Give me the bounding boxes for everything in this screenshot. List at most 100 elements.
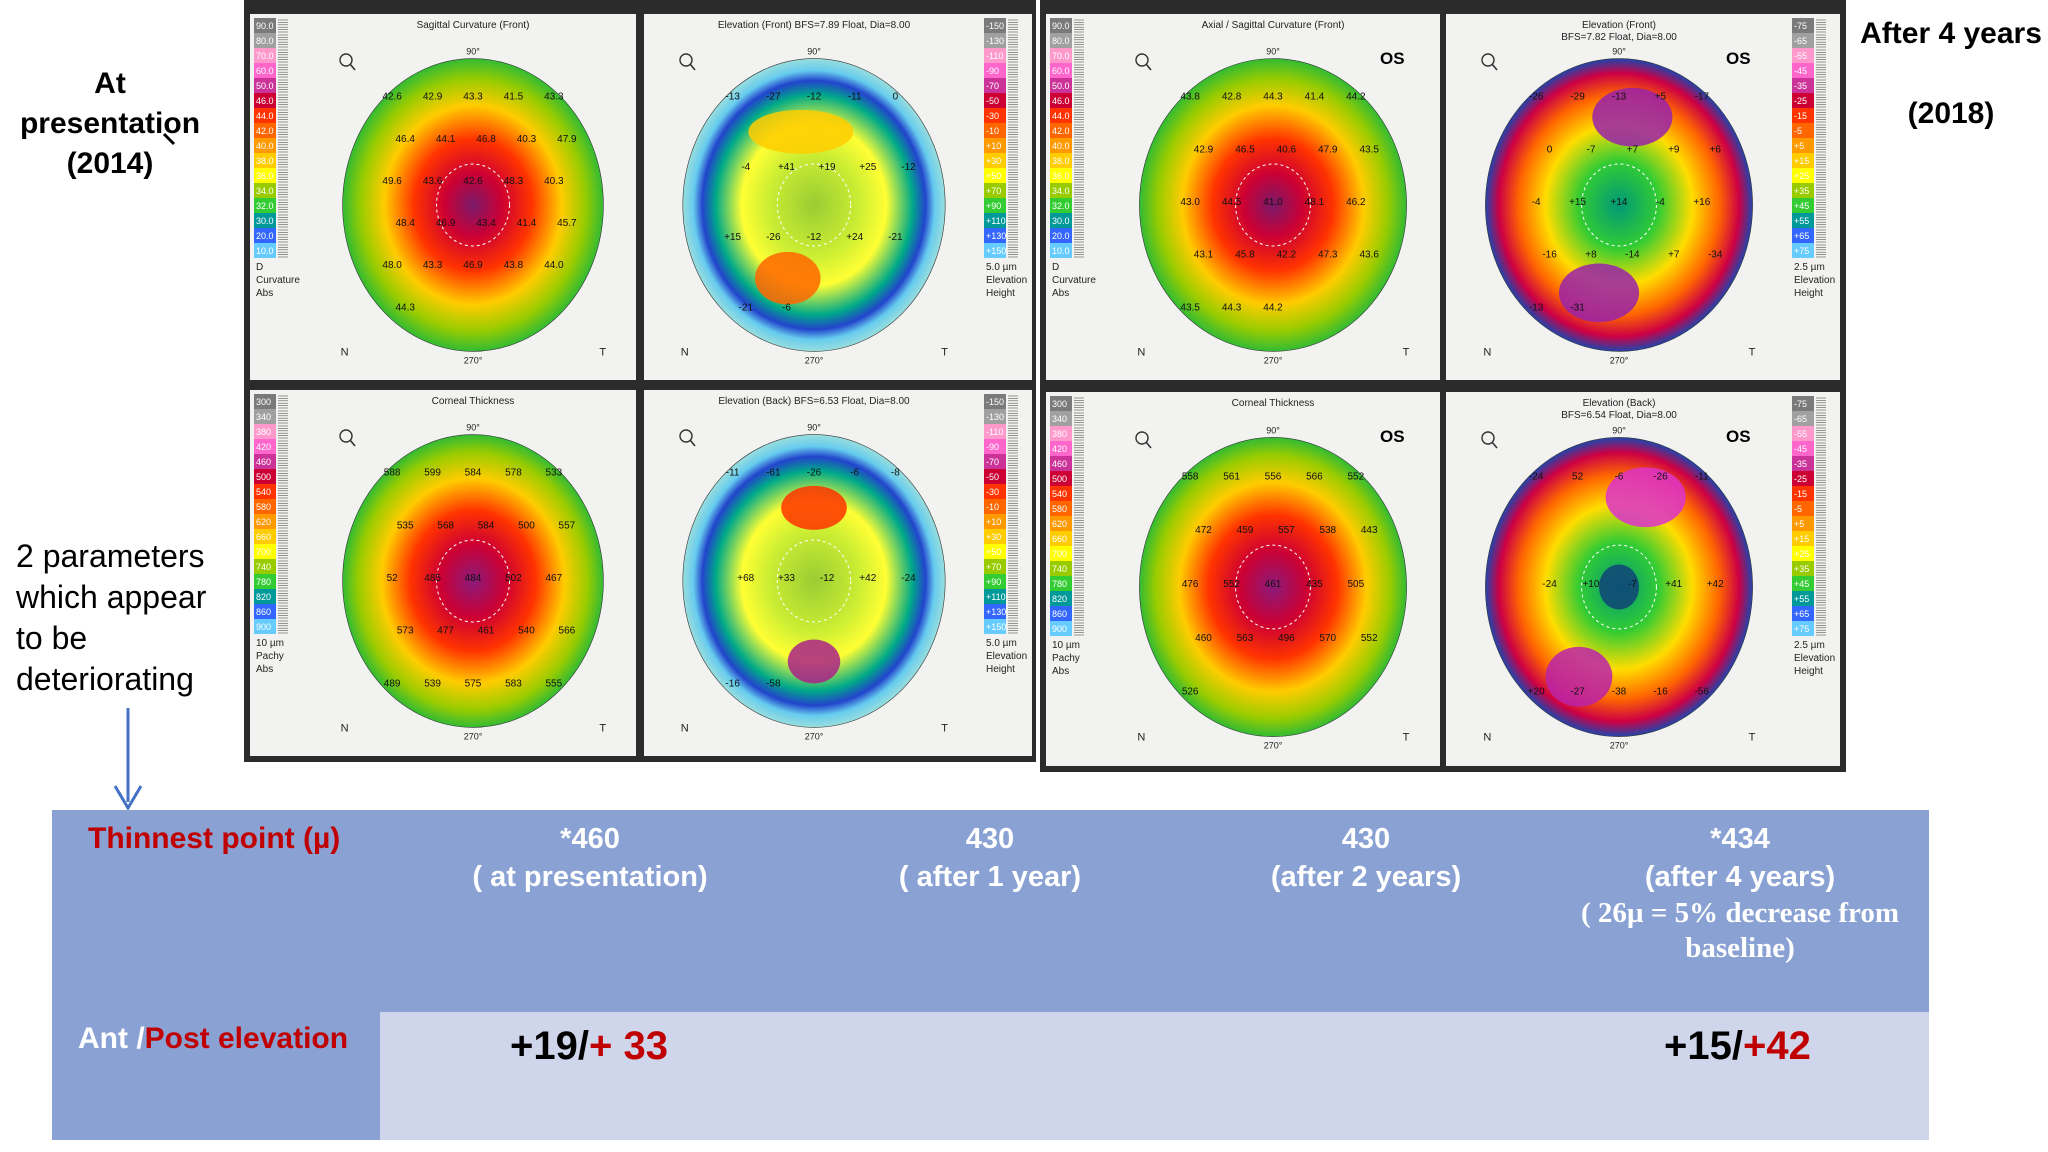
map-reading: -24 bbox=[901, 573, 916, 584]
magnifier-icon-handle bbox=[349, 439, 356, 447]
map-subtitle: BFS=6.54 Float, Dia=8.00 bbox=[1561, 410, 1677, 421]
scale-swatch bbox=[1792, 606, 1814, 621]
scale-swatch bbox=[1792, 243, 1814, 258]
map-reading: +20 bbox=[1528, 687, 1545, 698]
pupil-circle bbox=[435, 163, 511, 247]
scale-footer-label: Elevation bbox=[986, 275, 1027, 286]
scale-swatch bbox=[254, 168, 276, 183]
scale-tick-label: +30 bbox=[986, 532, 1001, 542]
map-reading: 526 bbox=[1182, 687, 1199, 698]
scale-swatch bbox=[1792, 471, 1814, 486]
scale-tick-label: -110 bbox=[986, 51, 1003, 61]
topography-map bbox=[1139, 437, 1407, 737]
map-reading: 552 bbox=[1361, 633, 1378, 644]
axis-angle-label: 90° bbox=[1266, 47, 1280, 57]
nasal-label: N bbox=[1483, 732, 1491, 744]
magnifier-icon bbox=[1135, 53, 1149, 67]
scale-tick-label: 820 bbox=[256, 592, 271, 602]
map-reading: 42.9 bbox=[1194, 144, 1214, 155]
scale-swatch bbox=[1050, 441, 1072, 456]
temporal-label: T bbox=[1749, 346, 1756, 358]
map-reading: -24 bbox=[1542, 579, 1557, 590]
parameters-line-3: to be bbox=[16, 620, 88, 656]
map-reading: +10 bbox=[1582, 579, 1599, 590]
scale-tick-label: 50.0 bbox=[256, 81, 274, 91]
eye-label: OS bbox=[1380, 427, 1405, 446]
scale-tick-label: -15 bbox=[1794, 111, 1807, 121]
map-reading: +9 bbox=[1668, 144, 1680, 155]
map-elevation-front-2018: -75 -65 -55 -45 -35 -25 -15 -5 +5 +15 +25 +35 +45 +55… bbox=[1446, 14, 1840, 380]
map-reading: -17 bbox=[1695, 92, 1710, 103]
scale-tick-label: 660 bbox=[1052, 534, 1067, 544]
scale-footer-label: 2.5 µm bbox=[1794, 640, 1825, 651]
scale-swatch bbox=[984, 454, 1006, 469]
scale-tick-label: 50.0 bbox=[1052, 81, 1070, 91]
scale-footer-label: Abs bbox=[1052, 288, 1069, 299]
scale-tick-label: 300 bbox=[256, 397, 271, 407]
scale-swatch bbox=[1050, 426, 1072, 441]
map-reading: 44.5 bbox=[1222, 197, 1242, 208]
scale-swatch bbox=[1792, 486, 1814, 501]
scale-tick-label: 40.0 bbox=[256, 141, 274, 151]
map-sagittal-curvature-2018: 90.0 80.0 70.0 60.0 50.0 46.0 44.0 42.0 40.0 38.0… bbox=[1046, 14, 1440, 380]
scale-tick-label: +5 bbox=[1794, 519, 1804, 529]
scale-tick-label: 90.0 bbox=[256, 21, 274, 31]
scale-swatch bbox=[1050, 183, 1072, 198]
scale-tick-label: +75 bbox=[1794, 246, 1809, 256]
scale-swatch bbox=[1792, 183, 1814, 198]
parameters-line-2: which appear bbox=[16, 579, 207, 615]
scale-tick-label: -90 bbox=[986, 442, 999, 452]
map-reading: 48.3 bbox=[504, 176, 524, 187]
nasal-label: N bbox=[1137, 346, 1145, 358]
thinnest-note-2: ( after 1 year) bbox=[898, 861, 1082, 893]
magnifier-icon-handle bbox=[689, 63, 696, 71]
map-reading: 41.0 bbox=[1263, 197, 1283, 208]
map-title: Elevation (Front) bbox=[1582, 20, 1656, 31]
map-reading: +15 bbox=[724, 232, 741, 243]
map-title: Corneal Thickness bbox=[432, 396, 515, 407]
scale-swatch bbox=[984, 544, 1006, 559]
scale-swatch bbox=[254, 484, 276, 499]
scale-swatch bbox=[254, 63, 276, 78]
temporal-label: T bbox=[941, 722, 948, 734]
map-reading: 461 bbox=[1265, 579, 1282, 590]
scale-swatch bbox=[984, 469, 1006, 484]
map-reading: 47.3 bbox=[1318, 250, 1338, 261]
map-reading: 568 bbox=[437, 520, 454, 531]
nasal-label: N bbox=[1483, 346, 1491, 358]
topography-map bbox=[342, 434, 604, 728]
map-reading: -56 bbox=[1695, 687, 1710, 698]
scale-swatch bbox=[1792, 18, 1814, 33]
map-reading: -38 bbox=[1612, 687, 1627, 698]
thinnest-col-1: *460 ( at presentation) bbox=[440, 820, 740, 896]
scale-tick-label: -65 bbox=[1794, 36, 1807, 46]
map-reading: -13 bbox=[1529, 302, 1544, 313]
scale-swatch bbox=[1792, 213, 1814, 228]
scale-swatch bbox=[984, 439, 1006, 454]
map-reading: +42 bbox=[1707, 579, 1724, 590]
scale-swatch bbox=[1050, 606, 1072, 621]
scale-tick-label: -70 bbox=[986, 81, 999, 91]
scale-tick-label: 38.0 bbox=[256, 156, 274, 166]
scale-tick-label: 42.0 bbox=[1052, 126, 1070, 136]
temporal-label: T bbox=[1403, 732, 1410, 744]
scale-tick-label: -45 bbox=[1794, 444, 1807, 454]
map-reading: -26 bbox=[807, 468, 822, 479]
scale-tick-label: +45 bbox=[1794, 201, 1809, 211]
scale-swatch bbox=[254, 108, 276, 123]
scale-swatch bbox=[984, 198, 1006, 213]
scale-swatch bbox=[1792, 168, 1814, 183]
scale-tick-label: 20.0 bbox=[1052, 231, 1070, 241]
scale-swatch bbox=[1050, 591, 1072, 606]
scale-swatch bbox=[254, 469, 276, 484]
scale-tick-label: 30.0 bbox=[256, 216, 274, 226]
axis-angle-label: 270° bbox=[1264, 355, 1283, 365]
map-title: Elevation (Back) BFS=6.53 Float, Dia=8.0… bbox=[718, 396, 910, 407]
scale-swatch bbox=[254, 198, 276, 213]
nasal-label: N bbox=[1137, 732, 1145, 744]
scale-tick-label: 36.0 bbox=[256, 171, 274, 181]
scale-footer-label: 5.0 µm bbox=[986, 638, 1017, 649]
thinnest-col-4: *434 (after 4 years) ( 26µ = 5% decrease… bbox=[1560, 820, 1920, 966]
map-reading: -24 bbox=[1529, 471, 1544, 482]
map-reading: +7 bbox=[1668, 250, 1680, 261]
